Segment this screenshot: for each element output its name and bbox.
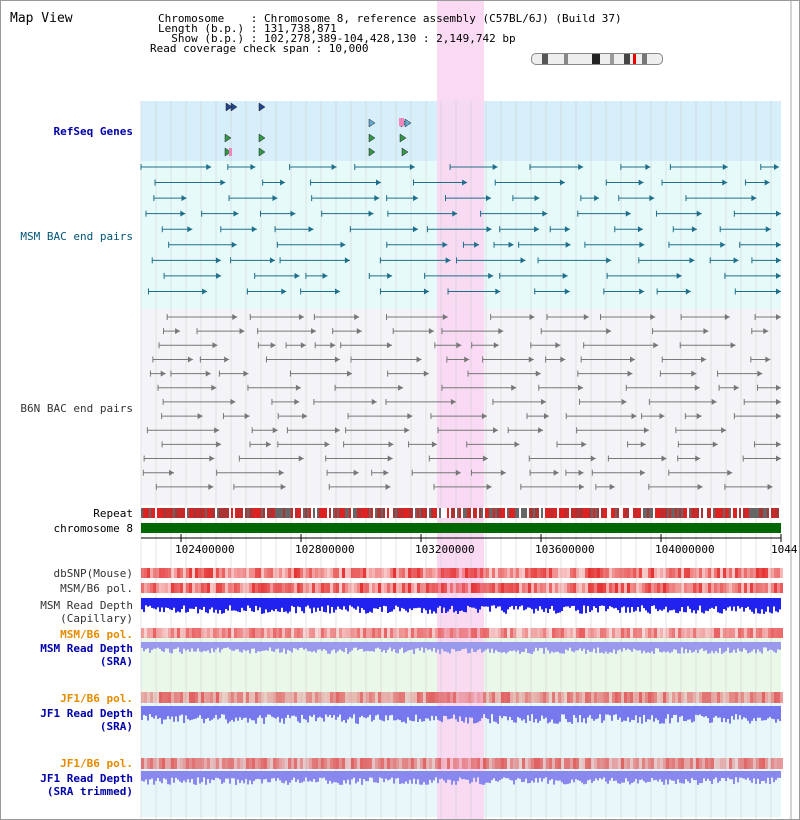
track-label-jf1-depth-trim-sub: (SRA trimmed) bbox=[46, 785, 133, 798]
axis-tick-label: 1044 bbox=[771, 543, 798, 556]
show-range-line: Show (b.p.) : 102,278,389-104,428,130 : … bbox=[158, 32, 516, 45]
msm-depth-sra-track[interactable] bbox=[141, 642, 781, 654]
track-label-msm-depth-sra: MSM Read Depth bbox=[40, 642, 133, 655]
track-label-dbsnp: dbSNP(Mouse) bbox=[53, 567, 133, 580]
track-label-jf1-depth-sra-sub: (SRA) bbox=[99, 720, 133, 733]
chromosome-ideogram[interactable] bbox=[531, 53, 663, 65]
msm-b6-pol-track[interactable] bbox=[141, 583, 783, 593]
track-label-b6n-bac: B6N BAC end pairs bbox=[20, 402, 133, 415]
axis-tick-label: 102400000 bbox=[175, 543, 235, 556]
length-line: Length (b.p.) : 131,738,871 bbox=[158, 22, 337, 35]
track-label-chromosome: chromosome 8 bbox=[53, 522, 133, 535]
page-title: Map View bbox=[10, 11, 73, 26]
track-label-jf1-depth-sra: JF1 Read Depth bbox=[40, 707, 133, 720]
axis-tick-label: 103600000 bbox=[535, 543, 595, 556]
track-label-jf1-depth-trim: JF1 Read Depth bbox=[40, 772, 133, 785]
selection-highlight bbox=[437, 1, 484, 819]
repeat-track[interactable] bbox=[141, 508, 781, 518]
track-label-msm-b6-pol: MSM/B6 pol. bbox=[60, 582, 133, 595]
track-label-refseq: RefSeq Genes bbox=[53, 125, 133, 138]
ideogram-position-marker bbox=[633, 54, 636, 64]
track-label-repeat: Repeat bbox=[93, 507, 133, 520]
jf1-depth-sra-track[interactable] bbox=[141, 706, 781, 724]
jf1-b6-pol-2-track[interactable] bbox=[141, 758, 783, 769]
axis-tick-label: 103200000 bbox=[415, 543, 475, 556]
track-label-msm-b6-pol-2: MSM/B6 pol. bbox=[60, 628, 133, 641]
axis-tick-label: 104000000 bbox=[655, 543, 715, 556]
track-label-msm-bac: MSM BAC end pairs bbox=[20, 230, 133, 243]
track-label-jf1-b6-pol: JF1/B6 pol. bbox=[60, 692, 133, 705]
msm-depth-capillary-track[interactable] bbox=[141, 598, 781, 614]
jf1-b6-pol-track[interactable] bbox=[141, 692, 783, 703]
track-label-msm-depth-sra-sub: (SRA) bbox=[99, 655, 133, 668]
refseq-gene-glyphs[interactable] bbox=[224, 102, 412, 157]
track-label-jf1-b6-pol-2: JF1/B6 pol. bbox=[60, 757, 133, 770]
chromosome-line: Chromosome : Chromosome 8, reference ass… bbox=[158, 12, 622, 25]
axis-tick-label: 102800000 bbox=[295, 543, 355, 556]
b6n-bac-pairs[interactable] bbox=[142, 314, 781, 490]
coverage-span-line: Read coverage check span : 10,000 bbox=[150, 42, 369, 55]
jf1-depth-trim-track[interactable] bbox=[141, 771, 781, 785]
msm-bac-pairs[interactable] bbox=[140, 164, 781, 295]
msm-b6-pol-2-track[interactable] bbox=[141, 628, 783, 638]
track-label-msm-depth-cap: MSM Read Depth bbox=[40, 599, 133, 612]
dbsnp-track[interactable] bbox=[141, 568, 783, 578]
chromosome-bar bbox=[141, 523, 781, 533]
track-label-msm-depth-cap-sub: (Capillary) bbox=[60, 612, 133, 625]
